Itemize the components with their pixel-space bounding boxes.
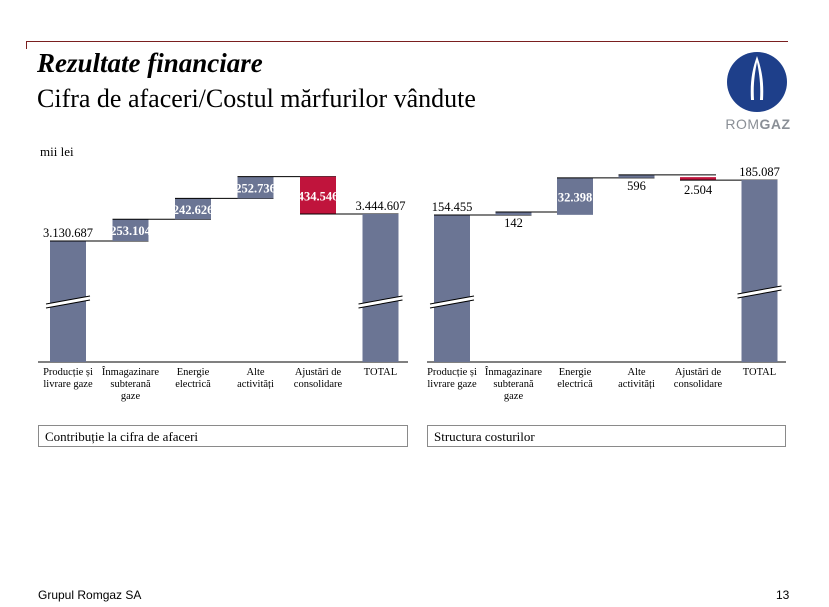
header-rule-tick bbox=[26, 41, 27, 49]
chart2-axis-break-line-b-1 bbox=[429, 299, 475, 309]
chart2-value-label-4: 596 bbox=[627, 179, 646, 193]
chart1-axis-break-line-b-1 bbox=[45, 299, 91, 309]
chart2-axis-break-line-b-6 bbox=[737, 289, 782, 299]
chart1-category-label-2: Înmagazinare subterană gaze bbox=[101, 367, 160, 402]
chart1-bar-3 bbox=[175, 198, 211, 220]
chart1-value-label-2: 253.104 bbox=[110, 224, 151, 238]
chart1-bar-2 bbox=[112, 219, 149, 241]
chart2-bar-3 bbox=[557, 177, 593, 215]
chart1-axis-break-6 bbox=[358, 296, 403, 308]
chart2-bar-1 bbox=[434, 215, 470, 362]
chart2-axis-break-line-a-6 bbox=[737, 285, 782, 295]
chart1-value-label-1: 3.130.687 bbox=[43, 226, 93, 240]
chart2-caption: Structura costurilor bbox=[427, 425, 786, 447]
chart1-axis-break-line-b-6 bbox=[358, 299, 403, 309]
footer-company: Grupul Romgaz SA bbox=[38, 588, 142, 602]
chart2-category-label-6: TOTAL bbox=[742, 367, 777, 378]
chart2-category-label-2: Înmagazinare subterană gaze bbox=[484, 367, 543, 402]
unit-label: mii lei bbox=[40, 144, 74, 159]
romgaz-logo-icon bbox=[727, 52, 787, 112]
chart2-category-label-5: Ajustări de consolidare bbox=[673, 367, 723, 390]
chart1-caption: Contribuție la cifra de afaceri bbox=[38, 425, 408, 447]
chart2-value-label-5: 2.504 bbox=[684, 183, 713, 197]
chart1-bar-6 bbox=[362, 214, 399, 362]
chart2-category-label-3: Energie electrică bbox=[557, 367, 593, 390]
chart2-bar-2 bbox=[495, 212, 532, 215]
chart1-category-label-6: TOTAL bbox=[363, 367, 398, 378]
chart2-category-label-1: Producție și livrare gaze bbox=[427, 367, 477, 390]
chart1-bar-4 bbox=[237, 176, 274, 199]
header-rule bbox=[26, 41, 788, 42]
chart1-value-label-3: 242.626 bbox=[173, 203, 214, 217]
chart2-value-label-3: 32.398 bbox=[558, 190, 592, 204]
page-title: Rezultate financiare bbox=[37, 48, 263, 78]
logo-wordmark: ROMGAZ bbox=[725, 116, 791, 132]
chart1-value-label-6: 3.444.607 bbox=[356, 199, 406, 213]
chart2-bar-5 bbox=[680, 177, 716, 181]
chart1-category-label-3: Energie electrică bbox=[175, 367, 211, 390]
chart2-value-label-1: 154.455 bbox=[432, 200, 473, 214]
chart1-axis-break-line-a-6 bbox=[358, 295, 403, 305]
page-subtitle: Cifra de afaceri/Costul mărfurilor vându… bbox=[37, 84, 476, 113]
chart1-axis-break-line-a-1 bbox=[45, 295, 91, 305]
chart1-value-label-5: 434.546 bbox=[298, 189, 339, 203]
chart2-value-label-6: 185.087 bbox=[739, 165, 780, 179]
chart1-category-label-5: Ajustări de consolidare bbox=[293, 367, 343, 390]
chart2-bar-4 bbox=[618, 174, 655, 178]
chart1-category-label-1: Producție și livrare gaze bbox=[43, 367, 93, 390]
chart1-axis-break-1 bbox=[45, 296, 91, 308]
chart1-bar-5 bbox=[300, 176, 336, 214]
footer-page-number: 13 bbox=[776, 588, 790, 602]
chart2-axis-break-1 bbox=[429, 296, 475, 308]
chart2-axis-break-line-a-1 bbox=[429, 295, 475, 305]
chart2-axis-break-6 bbox=[737, 286, 782, 298]
chart1-category-label-4: Alte activități bbox=[237, 367, 274, 390]
chart2-bar-6 bbox=[741, 180, 778, 362]
chart2-category-label-4: Alte activități bbox=[618, 367, 655, 390]
chart1-value-label-4: 252.736 bbox=[235, 181, 276, 195]
chart2-value-label-2: 142 bbox=[504, 216, 523, 230]
